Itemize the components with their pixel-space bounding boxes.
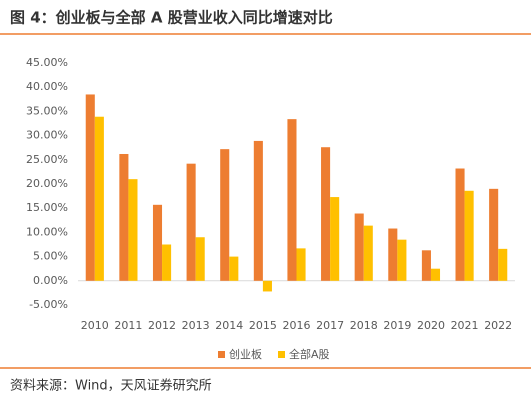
bar xyxy=(85,94,95,281)
y-tick-label: -5.00% xyxy=(29,298,68,311)
x-tick-label: 2021 xyxy=(451,319,479,332)
bar xyxy=(287,119,297,281)
bar xyxy=(363,225,373,281)
legend-swatch xyxy=(278,351,285,358)
bar xyxy=(220,149,230,281)
x-tick-label: 2015 xyxy=(249,319,277,332)
x-tick-label: 2018 xyxy=(350,319,378,332)
bar xyxy=(152,204,163,281)
y-tick-label: 15.00% xyxy=(26,201,68,214)
x-tick-label: 2014 xyxy=(215,319,243,332)
x-tick-label: 2017 xyxy=(316,319,344,332)
legend-swatch xyxy=(218,351,225,358)
y-tick-label: 5.00% xyxy=(33,250,68,263)
y-tick-label: 35.00% xyxy=(26,104,68,117)
bar xyxy=(388,228,398,281)
x-tick-label: 2019 xyxy=(383,319,411,332)
bar xyxy=(195,237,205,281)
bar xyxy=(430,268,441,281)
bar xyxy=(489,188,499,281)
source: 资料来源：Wind，天风证券研究所 xyxy=(10,378,212,394)
x-tick-label: 2022 xyxy=(484,319,512,332)
bar xyxy=(229,256,239,281)
x-tick-label: 2013 xyxy=(182,319,210,332)
bar xyxy=(253,140,263,281)
legend-label: 全部A股 xyxy=(289,347,330,361)
bar xyxy=(397,239,407,281)
x-tick-label: 2020 xyxy=(417,319,445,332)
y-tick-label: 20.00% xyxy=(26,177,68,190)
bar xyxy=(330,197,340,281)
bar xyxy=(128,179,138,281)
bar xyxy=(94,116,104,281)
x-tick-label: 2011 xyxy=(114,319,142,332)
y-tick-label: 40.00% xyxy=(26,80,68,93)
bar xyxy=(162,244,172,281)
y-tick-label: 0.00% xyxy=(33,274,68,287)
bar xyxy=(119,153,129,281)
y-tick-label: 45.00% xyxy=(26,56,68,69)
y-tick-label: 25.00% xyxy=(26,153,68,166)
bar xyxy=(421,250,431,281)
y-tick-label: 10.00% xyxy=(26,225,68,238)
chart-title: 图 4：创业板与全部 A 股营业收入同比增速对比 xyxy=(10,9,333,27)
bar xyxy=(354,213,364,281)
bar xyxy=(464,190,474,281)
bar xyxy=(455,168,465,281)
x-tick-label: 2012 xyxy=(148,319,176,332)
bar xyxy=(186,163,196,281)
legend-label: 创业板 xyxy=(229,347,262,361)
bar xyxy=(321,147,331,281)
bar xyxy=(296,248,306,281)
x-tick-label: 2016 xyxy=(283,319,311,332)
y-tick-label: 30.00% xyxy=(26,129,68,142)
bar xyxy=(262,280,272,292)
bar xyxy=(498,248,508,281)
x-tick-label: 2010 xyxy=(81,319,109,332)
